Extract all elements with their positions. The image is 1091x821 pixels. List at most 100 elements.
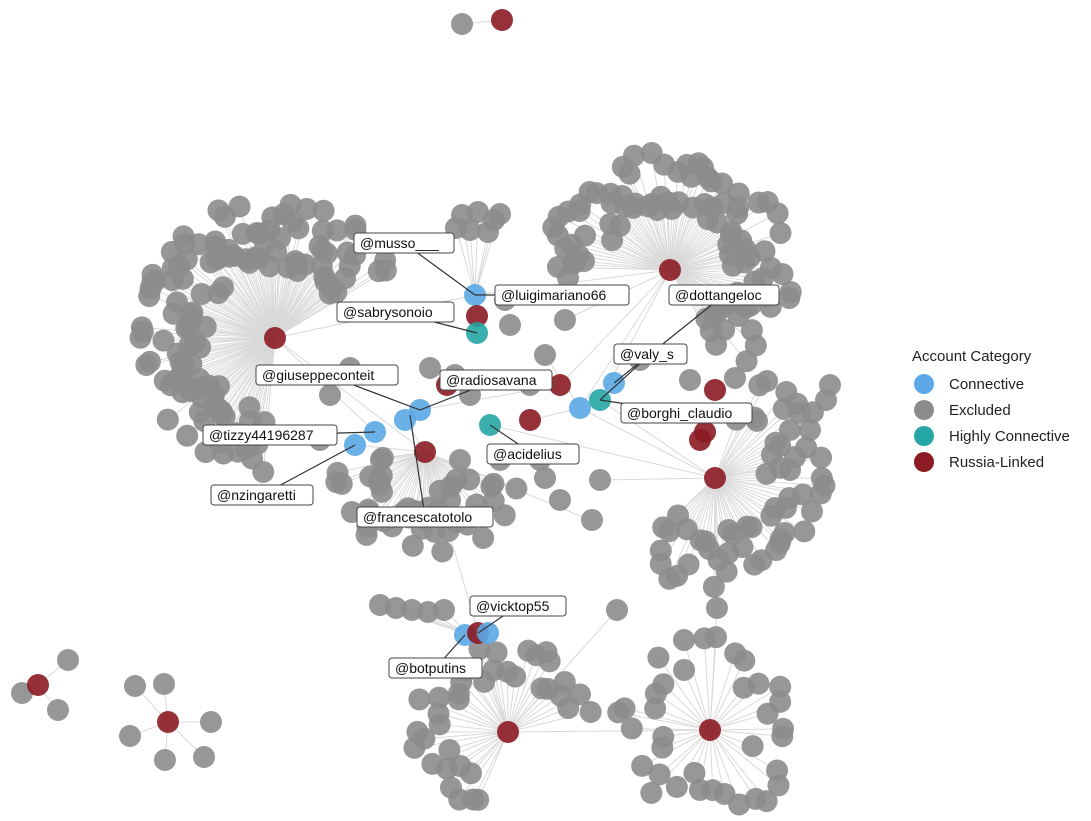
node-excluded <box>622 144 645 167</box>
node-excluded <box>451 13 473 35</box>
edge <box>709 660 745 731</box>
edge <box>714 477 772 517</box>
node-excluded <box>810 446 833 469</box>
node-connective <box>477 622 499 644</box>
node-excluded <box>574 224 597 247</box>
account-label: @borghi_claudio <box>620 402 753 424</box>
node-excluded <box>710 172 733 195</box>
node-excluded <box>554 309 576 331</box>
node-excluded <box>326 461 349 484</box>
labels-layer: @musso___ @luigimariano66 @dottangeloc @sab… <box>202 232 780 679</box>
edge <box>714 477 762 561</box>
edge <box>217 257 276 339</box>
label-box <box>353 232 455 254</box>
node-excluded <box>138 350 161 373</box>
node-russia-linked <box>491 9 513 31</box>
node-excluded <box>472 526 495 549</box>
node-excluded <box>130 316 153 339</box>
node-excluded <box>47 699 69 721</box>
node-connective <box>569 397 591 419</box>
edge <box>507 661 551 733</box>
legend: Account Category Connective Excluded Hig… <box>912 348 1070 475</box>
edge <box>584 235 671 271</box>
node-russia-linked <box>27 674 49 696</box>
edge <box>659 729 711 775</box>
node-excluded <box>778 287 801 310</box>
node-excluded <box>269 227 292 250</box>
node-excluded <box>779 419 801 441</box>
label-box <box>613 343 688 365</box>
legend-swatch-russia-linked <box>914 452 934 472</box>
node-excluded <box>371 446 394 469</box>
label-text: @botputins <box>395 660 466 676</box>
node-excluded <box>679 369 701 391</box>
label-box <box>255 364 399 386</box>
node-excluded <box>493 504 516 527</box>
label-box <box>388 657 483 679</box>
edge <box>438 713 509 733</box>
node-excluded <box>156 408 179 431</box>
edge <box>218 337 276 410</box>
node-excluded <box>779 459 801 481</box>
node-excluded <box>374 259 397 282</box>
label-box <box>486 443 580 465</box>
edge <box>450 731 509 789</box>
node-excluded <box>672 629 695 652</box>
legend-item-russia-linked: Russia-Linked <box>912 449 1070 475</box>
node-connective <box>394 409 416 431</box>
legend-swatch-excluded <box>914 400 934 420</box>
node-excluded <box>733 649 756 672</box>
node-russia-linked <box>466 305 488 327</box>
node-excluded <box>166 291 189 314</box>
edge <box>599 399 716 479</box>
legend-item-connective: Connective <box>912 371 1070 397</box>
node-excluded <box>767 774 790 797</box>
account-label: @musso___ <box>353 232 455 254</box>
node-excluded <box>631 754 654 777</box>
node-excluded <box>504 665 527 688</box>
node-excluded <box>505 477 528 500</box>
edge <box>218 210 276 339</box>
account-label: @luigimariano66 <box>494 284 630 306</box>
node-excluded <box>200 711 222 733</box>
node-excluded <box>326 219 349 242</box>
node-excluded <box>419 357 441 379</box>
label-text: @radiosavana <box>446 372 537 388</box>
node-excluded <box>427 702 450 725</box>
node-excluded <box>771 725 794 748</box>
node-excluded <box>431 540 454 563</box>
edge <box>579 210 671 271</box>
node-excluded <box>57 649 79 671</box>
label-box <box>202 424 338 446</box>
node-excluded <box>212 276 235 299</box>
node-excluded <box>499 314 521 336</box>
edge <box>669 176 692 271</box>
label-text: @borghi_claudio <box>627 405 732 421</box>
account-label: @acidelius <box>486 443 580 465</box>
edge <box>186 259 276 339</box>
node-excluded <box>154 749 176 771</box>
node-excluded <box>704 626 727 649</box>
node-excluded <box>295 197 318 220</box>
edge <box>641 729 711 767</box>
node-excluded <box>421 752 444 775</box>
edge <box>714 477 790 499</box>
edge <box>618 711 711 731</box>
edge <box>507 650 529 733</box>
node-excluded <box>489 203 511 225</box>
edge <box>507 711 591 733</box>
node-excluded <box>667 504 690 527</box>
edge <box>669 201 768 271</box>
edge <box>669 222 718 271</box>
node-excluded <box>769 222 792 245</box>
legend-title: Account Category <box>912 348 1032 365</box>
node-excluded <box>417 601 439 623</box>
node-excluded <box>688 778 711 801</box>
edge <box>669 177 708 271</box>
edge <box>274 228 299 339</box>
node-excluded <box>401 534 424 557</box>
legend-item-highly-connective: Highly Connective <box>912 423 1070 449</box>
edge <box>571 244 671 271</box>
account-label: @francescatotolo <box>356 506 494 528</box>
node-excluded <box>726 202 749 225</box>
